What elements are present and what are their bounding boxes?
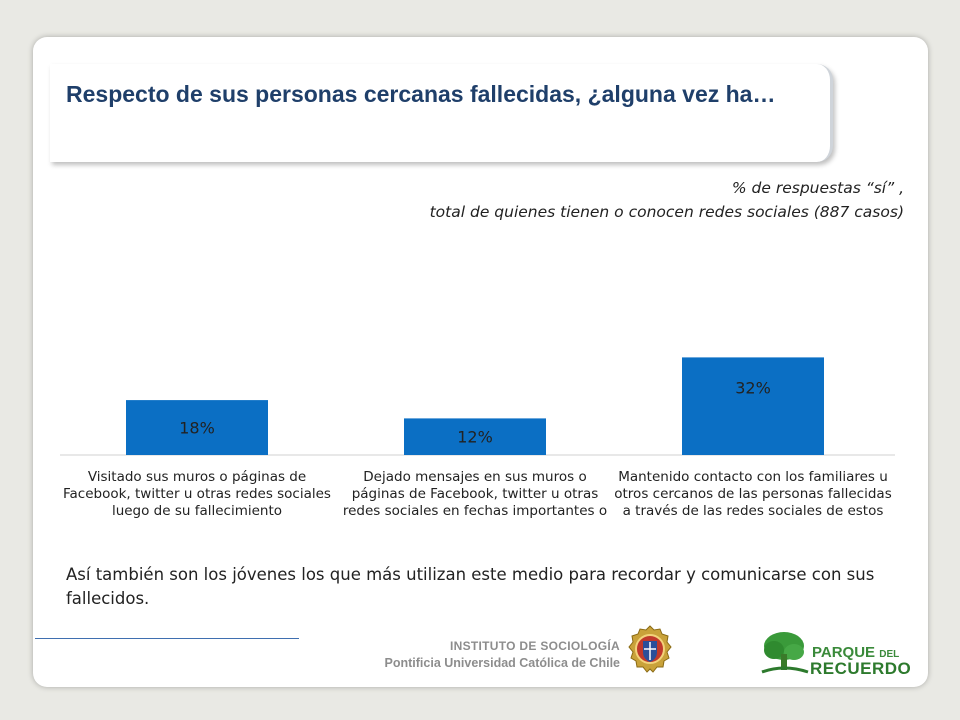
x-category-label-1: Visitado sus muros o páginas de Facebook… <box>63 469 331 519</box>
university-name: Pontificia Universidad Católica de Chile <box>384 656 620 670</box>
logo-word-recuerdo: RECUERDO <box>810 659 912 678</box>
bar-label-2: 12% <box>457 428 493 447</box>
footer-divider <box>35 638 299 639</box>
park-tree-logo-icon <box>761 632 809 674</box>
subtitle-line-1: % de respuestas “sí” , <box>731 179 904 197</box>
bar-1 <box>126 400 268 455</box>
subtitle-line-2: total de quienes tienen o conocen redes … <box>429 203 904 221</box>
bar-2 <box>404 418 546 455</box>
bar-label-3: 32% <box>735 378 771 397</box>
x-category-label-3: Mantenido contacto con los familiares u … <box>614 469 892 519</box>
slide-title: Respecto de sus personas cercanas fallec… <box>66 81 776 107</box>
logo-word-parque: PARQUE DEL <box>812 644 900 661</box>
bar-3 <box>682 357 824 455</box>
institute-name: INSTITUTO DE SOCIOLOGÍA <box>449 639 620 653</box>
bottom-note: Así también son los jóvenes los que más … <box>66 565 875 608</box>
title-box <box>50 64 833 162</box>
bar-label-1: 18% <box>179 419 215 438</box>
university-seal-icon <box>628 625 672 673</box>
chart-subtitle: % de respuestas “sí” , total de quienes … <box>430 176 904 224</box>
x-category-label-2: Dejado mensajes en sus muros o páginas d… <box>342 469 608 519</box>
